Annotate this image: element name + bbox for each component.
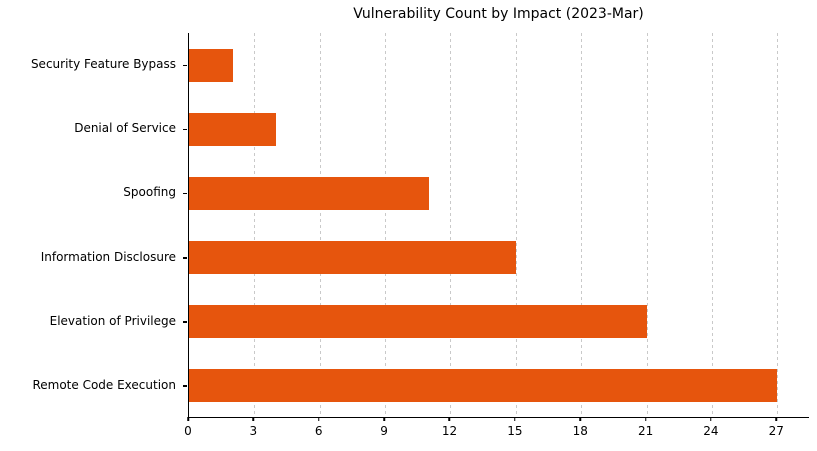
y-tick-mark xyxy=(183,385,187,387)
y-tick-mark xyxy=(183,192,187,195)
y-tick-label: Remote Code Execution xyxy=(32,377,176,392)
gridline-x-15 xyxy=(515,33,517,417)
x-tick-mark xyxy=(383,417,385,421)
y-tick-label: Information Disclosure xyxy=(40,249,176,264)
x-tick-mark xyxy=(644,417,647,421)
y-tick-mark xyxy=(183,257,187,259)
x-tick-label: 6 xyxy=(314,424,323,438)
bar-remote-code-execution xyxy=(189,369,778,403)
x-tick-label: 15 xyxy=(507,424,523,438)
y-tick-label: Elevation of Privilege xyxy=(49,313,176,328)
bar-security-feature-bypass xyxy=(189,48,233,82)
x-tick-label: 21 xyxy=(637,424,654,438)
y-tick-label: Spoofing xyxy=(123,185,176,200)
x-tick-mark xyxy=(252,417,255,421)
x-tick-mark xyxy=(710,417,712,421)
bar-denial-of-service xyxy=(189,112,277,146)
x-tick-mark xyxy=(579,417,581,421)
y-tick-mark xyxy=(183,321,187,323)
x-tick-label: 24 xyxy=(703,424,719,438)
y-tick-mark xyxy=(183,128,187,131)
y-tick-label: Denial of Service xyxy=(74,121,176,136)
x-tick-mark xyxy=(514,417,516,421)
x-tick-mark xyxy=(775,417,778,421)
gridline-x-3 xyxy=(254,33,256,417)
gridline-x-9 xyxy=(385,33,387,417)
x-tick-label: 3 xyxy=(249,424,258,438)
x-tick-label: 12 xyxy=(441,424,458,438)
x-tick-label: 18 xyxy=(572,424,588,438)
bar-information-disclosure xyxy=(189,241,516,275)
y-tick-mark xyxy=(183,64,187,67)
gridline-x-6 xyxy=(319,33,321,417)
x-tick-label: 9 xyxy=(380,424,388,438)
x-tick-mark xyxy=(187,417,189,421)
gridline-x-24 xyxy=(711,33,713,417)
x-tick-label: 0 xyxy=(184,424,192,438)
x-tick-label: 27 xyxy=(768,424,784,438)
y-tick-label: Security Feature Bypass xyxy=(30,57,176,72)
chart-title: Vulnerability Count by Impact (2023-Mar) xyxy=(353,6,644,22)
gridline-x-21 xyxy=(646,33,648,417)
x-tick-mark xyxy=(317,417,320,421)
x-tick-mark xyxy=(448,417,451,421)
plot-area xyxy=(188,33,809,418)
bar-elevation-of-privilege xyxy=(189,305,647,339)
gridline-x-18 xyxy=(581,33,583,417)
gridline-x-12 xyxy=(450,33,452,417)
bar-spoofing xyxy=(189,176,429,210)
gridline-x-27 xyxy=(777,33,779,417)
